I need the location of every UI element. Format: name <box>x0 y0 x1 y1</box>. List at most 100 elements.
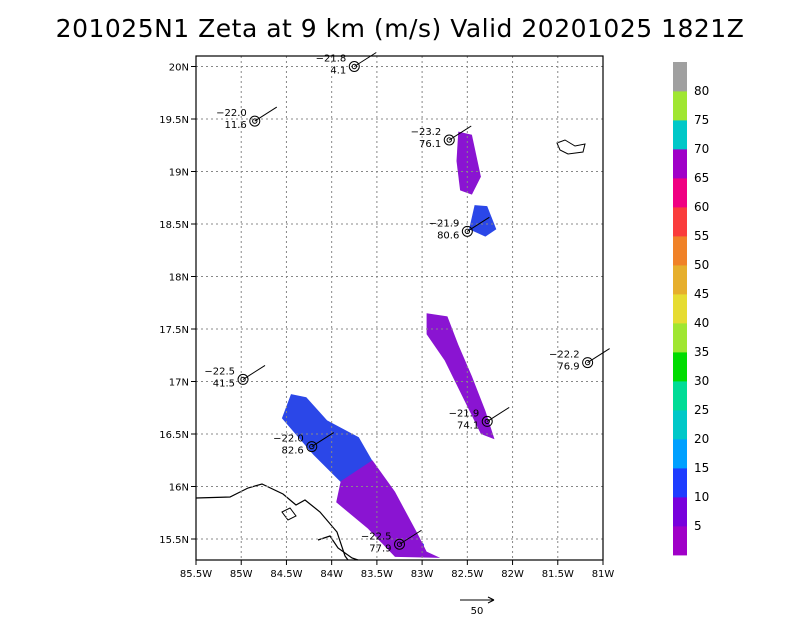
colorbar-label: 40 <box>694 316 709 330</box>
wind-barb <box>354 52 377 67</box>
x-tick-label: 84W <box>320 569 343 580</box>
wind-barb <box>242 364 266 380</box>
station-bottom-value: 76.1 <box>419 139 441 150</box>
wind-region-4 <box>469 205 497 237</box>
station-top-value: −21.9 <box>449 408 480 419</box>
colorbar-label: 15 <box>694 461 709 475</box>
colorbar-segment <box>673 468 687 498</box>
y-tick-label: 17N <box>169 378 189 389</box>
colorbar-label: 20 <box>694 432 709 446</box>
station-bottom-value: 74.1 <box>457 420 479 431</box>
station-ring <box>306 441 318 453</box>
colorbar-segment <box>673 526 687 556</box>
y-tick-label: 16.5N <box>159 430 189 441</box>
station-top-value: −22.5 <box>204 366 235 377</box>
y-tick-label: 18N <box>169 273 189 284</box>
station-bottom-value: 77.9 <box>369 543 391 554</box>
station-ring <box>481 415 493 427</box>
wind-barb <box>448 125 472 141</box>
colorbar-label: 55 <box>694 229 709 243</box>
colorbar-segment <box>673 236 687 266</box>
colorbar-segment <box>673 265 687 295</box>
colorbar-label: 80 <box>694 84 709 98</box>
station-ring <box>348 61 360 72</box>
x-tick-label: 83.5W <box>361 569 393 580</box>
wind-barb <box>467 216 490 232</box>
colorbar-segment <box>673 294 687 324</box>
colorbar-segment <box>673 178 687 208</box>
colorbar-label: 70 <box>694 142 709 156</box>
station-top-value: −22.0 <box>273 434 304 445</box>
station-bottom-value: 82.6 <box>282 446 304 457</box>
x-tick-label: 81W <box>592 569 615 580</box>
station-top-value: −22.0 <box>216 108 247 119</box>
wind-barb <box>311 432 335 448</box>
y-tick-label: 20N <box>169 63 189 74</box>
y-tick-label: 16N <box>169 483 189 494</box>
wind-region-2 <box>426 313 495 440</box>
station-marker <box>484 418 490 425</box>
x-tick-label: 84.5W <box>270 569 302 580</box>
station-top-value: −21.8 <box>316 54 347 65</box>
station-marker <box>396 541 403 547</box>
colorbar-segment <box>673 120 687 150</box>
chart-title: 201025N1 Zeta at 9 km (m/s) Valid 202010… <box>55 14 745 43</box>
x-tick-label: 82.5W <box>451 569 483 580</box>
station-top-value: −22.5 <box>361 531 392 542</box>
colorbar-label: 25 <box>694 403 709 417</box>
station-marker <box>252 118 258 124</box>
colorbar-segment <box>673 352 687 382</box>
station-marker <box>584 359 591 366</box>
station-top-value: −21.9 <box>429 218 460 229</box>
plot-frame <box>195 55 604 561</box>
station-bottom-value: 76.9 <box>557 362 579 373</box>
colorbar-label: 50 <box>694 258 709 272</box>
coastline-2 <box>317 535 359 561</box>
station-bottom-value: 41.5 <box>213 378 235 389</box>
station-marker <box>351 63 357 70</box>
y-tick-label: 19N <box>169 168 189 179</box>
wind-barb <box>254 106 278 122</box>
y-tick-label: 17.5N <box>159 325 189 336</box>
colorbar-label: 30 <box>694 374 709 388</box>
x-tick-label: 82W <box>501 569 524 580</box>
colorbar-label: 75 <box>694 113 709 127</box>
wind-barb <box>399 529 422 545</box>
station-marker <box>446 137 452 143</box>
colorbar-segment <box>673 410 687 440</box>
cayman-island <box>556 139 586 155</box>
station-top-value: −23.2 <box>411 127 442 138</box>
colorbar-label: 10 <box>694 490 709 504</box>
colorbar-segment <box>673 381 687 411</box>
island <box>281 507 297 521</box>
colorbar-segment <box>673 62 687 92</box>
wind-region-1 <box>336 460 441 558</box>
wind-region-3 <box>456 131 481 195</box>
station-top-value: −22.2 <box>549 350 580 361</box>
wind-barb <box>486 406 510 422</box>
colorbar-segment <box>673 323 687 353</box>
colorbar-segment <box>673 149 687 179</box>
station-ring <box>394 538 405 550</box>
colorbar-label: 65 <box>694 171 709 185</box>
station-ring <box>237 373 249 385</box>
colorbar-segment <box>673 91 687 121</box>
station-ring <box>461 225 473 237</box>
colorbar-label: 5 <box>694 519 702 533</box>
station-bottom-value: 80.6 <box>437 230 459 241</box>
colorbar-segment <box>673 207 687 237</box>
colorbar-segment <box>673 439 687 469</box>
wind-barb <box>587 348 610 364</box>
station-bottom-value: 4.1 <box>330 66 346 77</box>
colorbar-segment <box>673 497 687 527</box>
y-tick-label: 19.5N <box>159 115 189 126</box>
station-marker <box>240 376 246 383</box>
x-tick-label: 85W <box>230 569 253 580</box>
x-tick-label: 83W <box>411 569 434 580</box>
colorbar-label: 35 <box>694 345 709 359</box>
y-tick-label: 15.5N <box>159 535 189 546</box>
y-tick-label: 18.5N <box>159 220 189 231</box>
colorbar-label: 45 <box>694 287 709 301</box>
station-ring <box>443 134 455 146</box>
